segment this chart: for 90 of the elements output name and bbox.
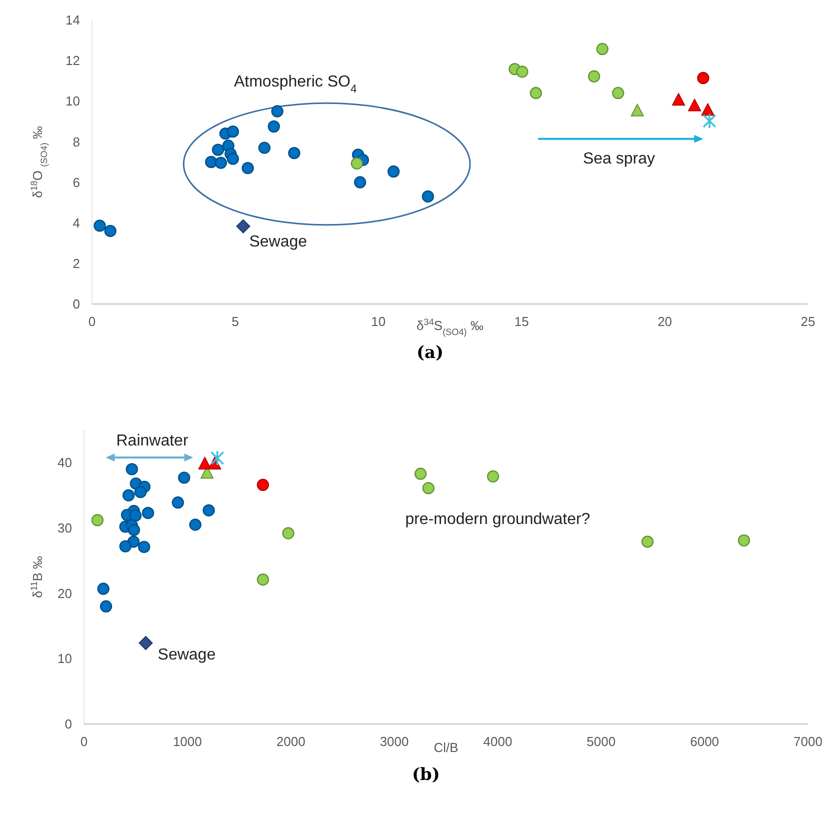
point xyxy=(189,518,202,531)
y-tick-label: 20 xyxy=(58,586,72,601)
point xyxy=(697,72,710,84)
x-tick-label: 5000 xyxy=(586,734,616,749)
point xyxy=(138,636,153,650)
point xyxy=(97,582,110,595)
point xyxy=(422,190,434,203)
y-tick-label: 8 xyxy=(72,134,80,150)
annotation: Sea spray xyxy=(582,150,655,168)
point xyxy=(486,470,500,482)
y-tick-label: 0 xyxy=(72,296,80,312)
point xyxy=(212,144,224,156)
y-tick-label: 6 xyxy=(72,174,80,190)
x-axis-title: Cl/B xyxy=(434,740,458,755)
x-tick-label: 0 xyxy=(88,314,96,329)
x-tick-label: 4000 xyxy=(483,734,512,749)
point xyxy=(226,152,240,165)
x-tick-label: 2000 xyxy=(276,734,306,749)
point xyxy=(258,142,271,154)
point xyxy=(288,146,300,160)
y-tick-label: 10 xyxy=(58,651,72,666)
text: (b) xyxy=(412,765,440,785)
point xyxy=(202,504,215,516)
point xyxy=(271,105,284,118)
point xyxy=(172,496,184,509)
y-tick-label: 30 xyxy=(58,520,72,536)
y-tick-label: 14 xyxy=(66,12,80,28)
point xyxy=(588,70,600,82)
point xyxy=(268,120,280,133)
point xyxy=(94,220,106,232)
point xyxy=(134,486,147,498)
point xyxy=(672,93,686,106)
y-tick-label: 12 xyxy=(66,53,80,68)
point xyxy=(138,540,150,554)
y-tick-label: 10 xyxy=(66,94,80,109)
point xyxy=(91,514,104,526)
point xyxy=(630,104,644,116)
x-axis-title: δ$^{34}$S$_{(SO4)}$ ‰ xyxy=(416,317,484,337)
point xyxy=(210,450,224,466)
annotation: Sewage xyxy=(158,646,216,664)
point xyxy=(354,176,366,188)
y-tick-label: 0 xyxy=(64,716,72,732)
x-tick-label: 5 xyxy=(232,314,239,329)
point xyxy=(516,66,528,78)
point xyxy=(122,489,135,502)
point xyxy=(422,482,435,494)
point xyxy=(256,478,270,491)
annotation: Rainwater xyxy=(116,432,189,450)
point xyxy=(702,113,716,129)
y-tick-label: 4 xyxy=(72,215,80,230)
point xyxy=(242,162,254,174)
annotation: pre-modern groundwater? xyxy=(405,510,590,528)
y-tick-label: 2 xyxy=(72,256,80,271)
point xyxy=(701,103,714,116)
point xyxy=(256,574,270,586)
x-tick-label: 10 xyxy=(371,314,386,329)
annotation: Atmospheric SO$_{4}$ xyxy=(234,73,357,96)
point xyxy=(119,540,132,552)
point xyxy=(414,468,427,480)
point xyxy=(236,219,250,234)
x-tick-label: 25 xyxy=(800,314,816,329)
point xyxy=(350,157,364,170)
point xyxy=(282,527,294,540)
point xyxy=(596,42,608,56)
point xyxy=(387,165,400,178)
x-tick-label: 7000 xyxy=(794,734,822,749)
point xyxy=(214,156,227,169)
point xyxy=(641,536,654,548)
point xyxy=(530,86,542,100)
x-tick-label: 15 xyxy=(514,314,529,329)
point xyxy=(126,463,138,476)
text: (a) xyxy=(416,343,444,363)
x-tick-label: 3000 xyxy=(380,734,409,749)
point xyxy=(104,224,116,238)
point xyxy=(612,86,624,100)
point xyxy=(205,156,218,168)
point xyxy=(142,506,154,520)
point xyxy=(738,534,750,547)
point xyxy=(688,98,702,112)
x-tick-label: 1000 xyxy=(172,734,202,749)
point xyxy=(128,524,140,536)
point xyxy=(226,125,240,138)
annotation: Sewage xyxy=(249,234,308,251)
x-tick-label: 20 xyxy=(658,314,672,329)
point xyxy=(198,456,212,470)
point xyxy=(178,472,190,484)
y-tick-label: 40 xyxy=(58,455,72,470)
point xyxy=(129,509,142,522)
x-tick-label: 6000 xyxy=(690,734,720,749)
point xyxy=(100,600,112,612)
